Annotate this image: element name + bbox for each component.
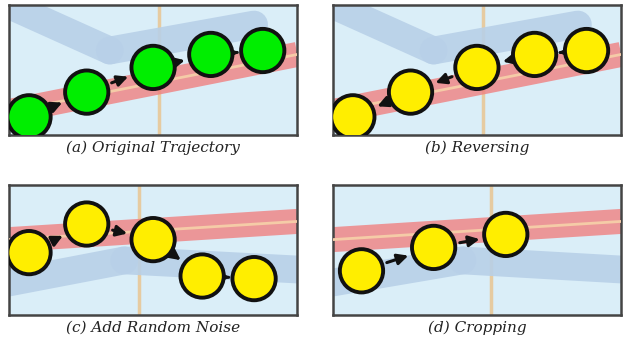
Ellipse shape <box>8 231 50 274</box>
Ellipse shape <box>65 71 108 114</box>
Ellipse shape <box>181 255 224 298</box>
Ellipse shape <box>513 33 556 76</box>
Text: (d) Cropping: (d) Cropping <box>428 320 526 335</box>
Ellipse shape <box>132 218 175 261</box>
Ellipse shape <box>484 213 527 256</box>
Ellipse shape <box>455 46 498 89</box>
Ellipse shape <box>331 95 374 139</box>
Ellipse shape <box>65 202 108 246</box>
Ellipse shape <box>340 249 383 292</box>
Ellipse shape <box>8 95 50 139</box>
Ellipse shape <box>389 71 432 114</box>
Ellipse shape <box>132 46 175 89</box>
Text: (c) Add Random Noise: (c) Add Random Noise <box>66 320 240 334</box>
Text: (b) Reversing: (b) Reversing <box>425 140 529 155</box>
Ellipse shape <box>241 29 284 72</box>
Ellipse shape <box>565 29 608 72</box>
Text: (a) Original Trajectory: (a) Original Trajectory <box>66 140 240 155</box>
Ellipse shape <box>412 226 455 269</box>
Ellipse shape <box>232 257 276 300</box>
Ellipse shape <box>189 33 232 76</box>
